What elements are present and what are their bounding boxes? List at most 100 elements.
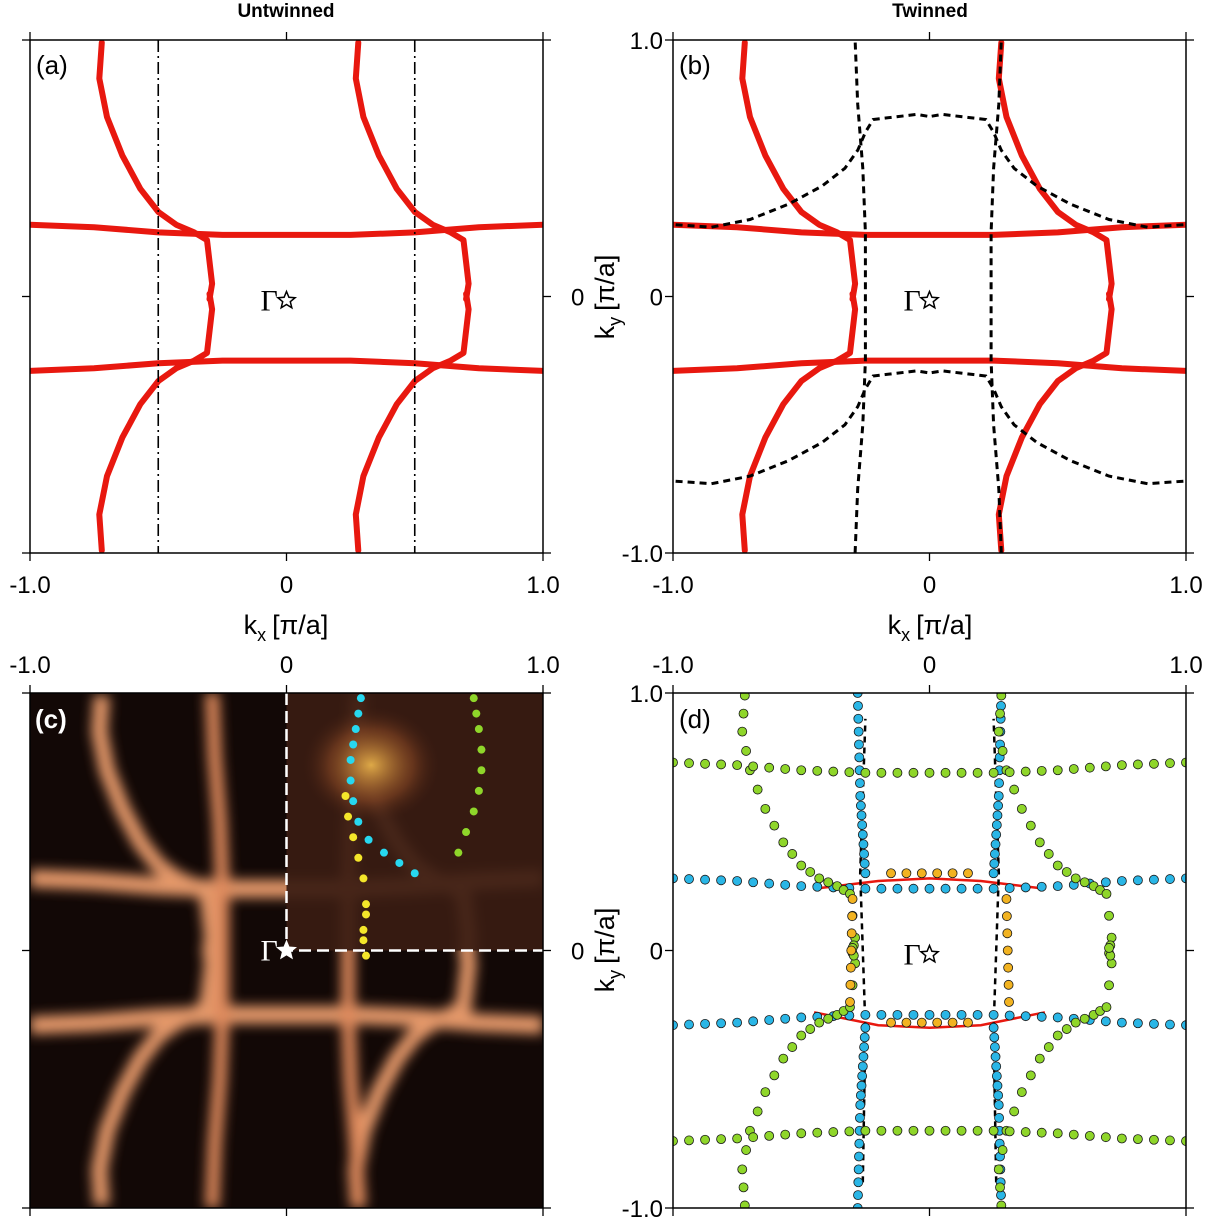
data-point-blue xyxy=(1181,1020,1186,1031)
data-point-blue xyxy=(876,883,887,894)
data-point-green xyxy=(988,767,999,778)
data-point-cyan xyxy=(410,869,419,878)
ky-letter: k xyxy=(590,325,620,339)
data-point-green xyxy=(1149,1134,1159,1145)
data-point-orange xyxy=(963,1017,973,1028)
data-point-blue xyxy=(853,713,864,724)
data-point-green xyxy=(1133,759,1143,770)
data-point-green xyxy=(1043,1042,1054,1052)
data-point-orange xyxy=(932,868,943,879)
data-point-blue xyxy=(1052,1012,1063,1023)
fs-pocket xyxy=(96,40,216,303)
data-point-cyan xyxy=(346,776,355,785)
kx-sub: x xyxy=(257,625,266,645)
y-tick-label: 0 xyxy=(650,285,663,312)
data-point-blue xyxy=(1149,874,1159,885)
data-point-yellow xyxy=(354,853,363,862)
data-point-green xyxy=(1036,765,1047,776)
data-point-blue xyxy=(854,739,864,750)
data-point-green xyxy=(940,767,951,778)
twin-pocket xyxy=(675,112,933,229)
data-point-blue xyxy=(856,810,867,821)
data-point-yellow xyxy=(359,936,368,945)
data-point-cyan xyxy=(346,755,355,764)
data-point-green xyxy=(892,1125,903,1136)
gamma-star-icon xyxy=(275,939,298,960)
data-point-green xyxy=(760,1087,771,1098)
y-tick-label: 0 xyxy=(571,285,584,312)
data-point-green xyxy=(823,877,834,888)
data-point-green xyxy=(1052,860,1063,871)
data-point-green xyxy=(787,849,798,859)
data-point-green xyxy=(738,708,749,719)
intensity-pocket xyxy=(91,695,221,955)
data-point-green xyxy=(1101,888,1112,899)
data-point-green xyxy=(993,1164,1004,1175)
data-point-green xyxy=(1181,1136,1186,1146)
data-point-green xyxy=(1025,1070,1036,1081)
data-point-blue xyxy=(855,1112,865,1123)
data-point-blue xyxy=(716,1018,726,1029)
data-point-blue xyxy=(924,1009,935,1020)
data-point-green xyxy=(1100,761,1111,772)
fs-band-lower xyxy=(30,357,543,374)
x-tick-label: 0 xyxy=(280,652,293,679)
data-point-green xyxy=(739,693,750,701)
data-point-blue xyxy=(852,693,863,698)
y-tick-label: 1.0 xyxy=(630,28,663,55)
data-point-cyan xyxy=(349,797,358,806)
data-point-green xyxy=(1070,873,1081,884)
data-point-green xyxy=(477,766,486,775)
data-point-green xyxy=(752,784,763,795)
data-point-blue xyxy=(940,883,951,894)
data-point-orange xyxy=(947,868,958,879)
data-point-blue xyxy=(991,829,1002,840)
ky-sub: y xyxy=(605,317,625,326)
data-point-green xyxy=(924,767,935,778)
data-point-green xyxy=(1009,784,1020,795)
data-point-blue xyxy=(853,700,863,711)
data-point-blue xyxy=(812,881,823,892)
data-point-green xyxy=(716,759,726,770)
data-point-green xyxy=(1104,980,1114,991)
kx-sub: x xyxy=(901,625,910,645)
data-point-green xyxy=(1016,803,1027,814)
data-point-yellow xyxy=(359,874,368,883)
data-point-blue xyxy=(853,1177,864,1188)
data-point-green xyxy=(876,767,887,778)
y-tick-label: -1.0 xyxy=(622,1196,663,1223)
data-point-green xyxy=(462,828,471,837)
data-point-blue xyxy=(1036,1011,1047,1022)
data-point-green xyxy=(1034,837,1045,848)
data-point-blue xyxy=(990,839,1001,850)
data-point-green xyxy=(1084,762,1095,773)
kx-letter: k xyxy=(244,610,258,640)
data-point-green xyxy=(764,762,775,773)
twin-pocket xyxy=(926,369,1184,486)
panel-d-points xyxy=(673,693,1186,1208)
data-point-green xyxy=(1079,1013,1090,1024)
data-point-orange xyxy=(1004,997,1014,1007)
panel-d: (d) xyxy=(672,692,1187,1209)
data-point-green xyxy=(737,1164,748,1175)
intensity-pocket xyxy=(91,946,221,1206)
data-point-blue xyxy=(989,1032,1000,1043)
data-point-green xyxy=(748,761,759,772)
data-point-orange xyxy=(847,894,858,904)
data-point-blue xyxy=(988,1009,999,1020)
data-point-green xyxy=(1068,1129,1079,1140)
data-point-blue xyxy=(673,1020,678,1031)
data-point-blue xyxy=(858,1051,869,1062)
data-point-blue xyxy=(855,1100,866,1110)
fs-pocket xyxy=(995,40,1115,303)
data-point-orange xyxy=(1001,911,1012,922)
x-tick-label: 1.0 xyxy=(1169,572,1202,599)
data-point-green xyxy=(787,1042,798,1052)
x-tick-label: -1.0 xyxy=(652,572,693,599)
data-point-blue xyxy=(764,1015,775,1025)
data-point-blue xyxy=(700,874,710,885)
data-point-orange xyxy=(916,1017,927,1028)
fit-band xyxy=(813,1011,1046,1030)
data-point-blue xyxy=(924,883,935,894)
data-point-blue xyxy=(856,1080,867,1091)
